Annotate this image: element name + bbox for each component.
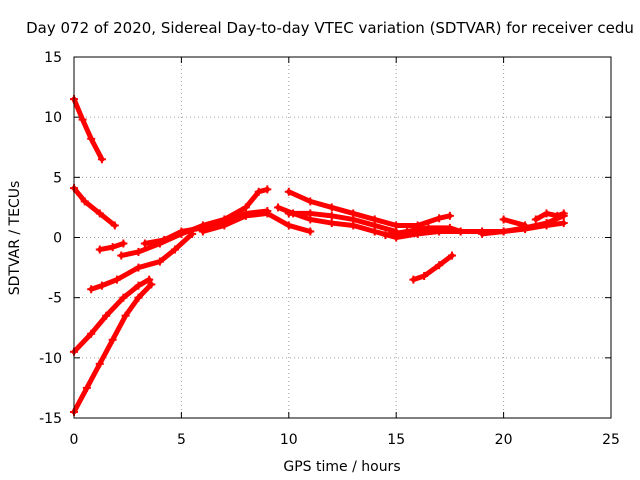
data-point [349, 215, 358, 224]
data-point [97, 155, 106, 164]
data-point [284, 221, 293, 230]
data-point [198, 227, 207, 236]
data-point [134, 247, 143, 256]
data-point [499, 215, 508, 224]
data-point [119, 293, 128, 302]
series-track-15 [533, 210, 567, 222]
y-tick-label: 5 [53, 170, 62, 186]
y-tick-label: -5 [48, 291, 62, 307]
data-point [134, 263, 143, 272]
y-axis-label: SDTVAR / TECUs [7, 181, 23, 296]
data-point [456, 227, 465, 236]
data-point [108, 335, 117, 344]
data-point [274, 203, 283, 212]
y-tick-label: 10 [44, 110, 62, 126]
data-point [110, 221, 119, 230]
data-point [87, 285, 96, 294]
data-point [95, 209, 104, 218]
data-point [381, 231, 390, 240]
data-point [306, 209, 315, 218]
data-point [284, 187, 293, 196]
data-point [499, 227, 508, 236]
data-point [306, 197, 315, 206]
data-point [370, 221, 379, 230]
data-point [160, 235, 169, 244]
data-point [327, 211, 336, 220]
x-axis-label: GPS time / hours [283, 459, 400, 475]
y-tick-label: 15 [44, 50, 62, 66]
data-point [220, 221, 229, 230]
data-point [445, 211, 454, 220]
data-point [559, 219, 568, 228]
data-point [559, 209, 568, 218]
data-point [448, 251, 457, 260]
series-track-2 [71, 185, 118, 228]
data-point [147, 280, 156, 289]
data-point [409, 275, 418, 284]
x-tick-label: 15 [387, 432, 405, 448]
data-point [521, 221, 530, 230]
data-point [87, 329, 96, 338]
data-point [327, 219, 336, 228]
y-tick-label: -10 [39, 351, 62, 367]
data-point [542, 209, 551, 218]
data-series [70, 95, 568, 416]
series-track-9 [200, 210, 313, 234]
x-tick-label: 10 [280, 432, 298, 448]
data-point [170, 245, 179, 254]
data-point [82, 383, 91, 392]
x-tick-label: 20 [495, 432, 513, 448]
data-point [402, 227, 411, 236]
data-point [87, 134, 96, 143]
data-point [263, 209, 272, 218]
data-point [134, 281, 143, 290]
series-track-5 [71, 277, 152, 355]
data-point [284, 209, 293, 218]
data-point [254, 187, 263, 196]
data-point [435, 261, 444, 270]
data-point [97, 281, 106, 290]
data-point [478, 229, 487, 238]
data-point [553, 211, 562, 220]
data-point [155, 257, 164, 266]
data-point [117, 251, 126, 260]
data-point [424, 223, 433, 232]
data-point [145, 275, 154, 284]
chart-title: Day 072 of 2020, Sidereal Day-to-day VTE… [26, 19, 634, 37]
data-point [542, 219, 551, 228]
data-point [108, 243, 117, 252]
data-point [134, 293, 143, 302]
y-tick-label: 0 [53, 231, 62, 247]
data-point [95, 245, 104, 254]
data-point [140, 239, 149, 248]
data-point [80, 197, 89, 206]
data-point [531, 215, 540, 224]
series-track-17 [410, 253, 455, 283]
data-point [121, 311, 130, 320]
data-point [306, 227, 315, 236]
data-point [119, 239, 128, 248]
data-point [327, 203, 336, 212]
data-point [102, 311, 111, 320]
series-track-1 [71, 96, 105, 162]
x-tick-label: 25 [602, 432, 620, 448]
x-tick-label: 5 [177, 432, 186, 448]
data-point [112, 275, 121, 284]
data-point [420, 272, 429, 281]
data-point [95, 359, 104, 368]
series-track-14 [501, 216, 528, 228]
data-point [177, 227, 186, 236]
plot-frame [73, 56, 612, 419]
data-point [78, 115, 87, 124]
data-point [435, 214, 444, 223]
data-point [263, 185, 272, 194]
data-point [445, 223, 454, 232]
data-point [241, 211, 250, 220]
x-tick-label: 0 [70, 432, 79, 448]
y-tick-label: -15 [39, 411, 62, 427]
